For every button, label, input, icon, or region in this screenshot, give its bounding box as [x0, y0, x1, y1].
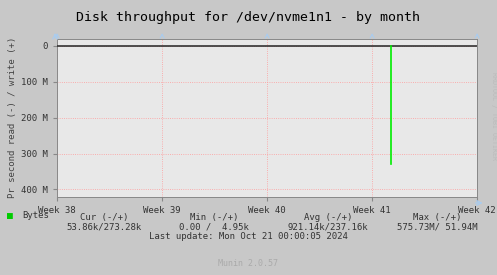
Text: 53.86k/273.28k: 53.86k/273.28k	[67, 222, 142, 231]
Text: ■: ■	[7, 211, 13, 221]
Y-axis label: Pr second read (-) / write (+): Pr second read (-) / write (+)	[8, 37, 17, 198]
Text: Munin 2.0.57: Munin 2.0.57	[219, 260, 278, 268]
Text: Min (-/+): Min (-/+)	[189, 213, 238, 222]
Text: Last update: Mon Oct 21 00:00:05 2024: Last update: Mon Oct 21 00:00:05 2024	[149, 232, 348, 241]
Text: 0.00 /  4.95k: 0.00 / 4.95k	[179, 222, 248, 231]
Text: Avg (-/+): Avg (-/+)	[304, 213, 352, 222]
Text: Disk throughput for /dev/nvme1n1 - by month: Disk throughput for /dev/nvme1n1 - by mo…	[77, 11, 420, 24]
Text: Max (-/+): Max (-/+)	[413, 213, 462, 222]
Text: 575.73M/ 51.94M: 575.73M/ 51.94M	[397, 222, 478, 231]
Text: 921.14k/237.16k: 921.14k/237.16k	[288, 222, 368, 231]
Text: Bytes: Bytes	[22, 211, 49, 220]
Text: Cur (-/+): Cur (-/+)	[80, 213, 129, 222]
Text: RRDTOOL / TOBI OETIKER: RRDTOOL / TOBI OETIKER	[491, 72, 497, 160]
